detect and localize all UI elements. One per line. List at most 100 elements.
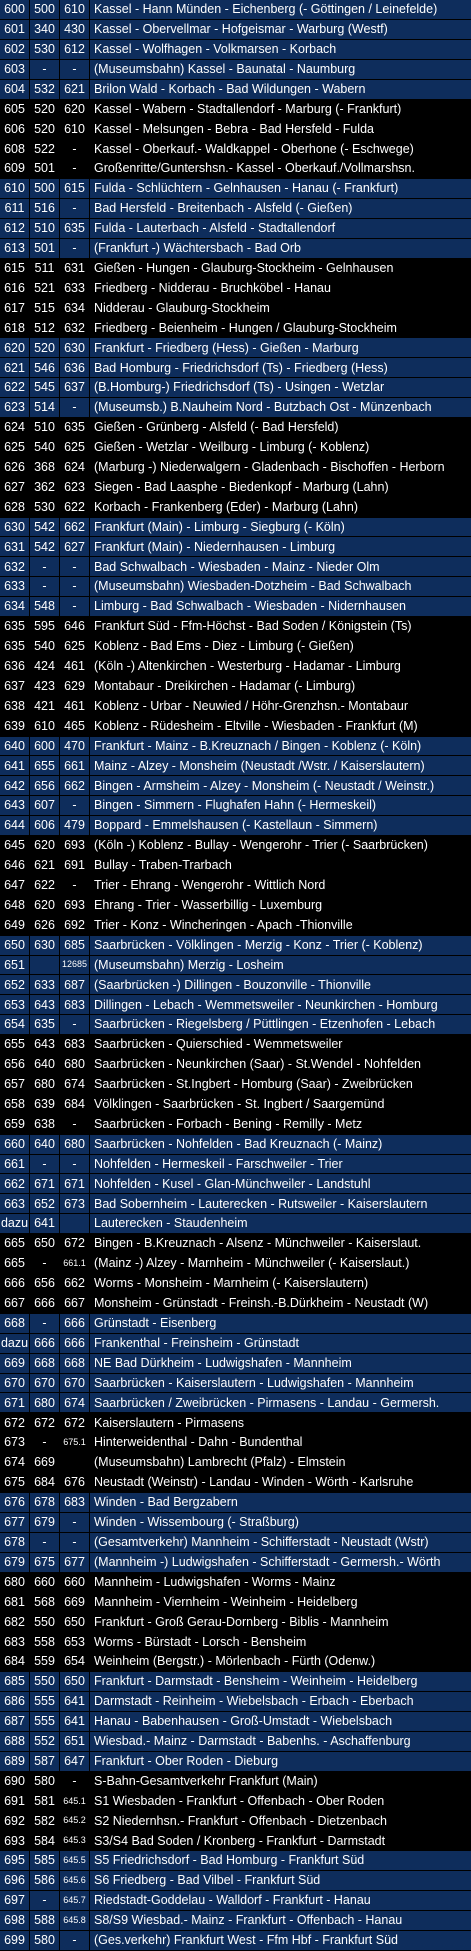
older-number-cell: 647 [60,1751,90,1771]
old-number-cell: 584 [30,1831,60,1851]
route-cell: Kaiserslautern - Pirmasens [94,1415,245,1430]
route-cell: Fulda - Lauterbach - Alsfeld - Stadtalle… [94,221,336,236]
old-number-cell: 652 [30,1194,60,1214]
old-number-cell: - [30,1313,60,1333]
old-number-cell: 650 [30,1234,60,1254]
table-number-cell: 648 [0,895,30,915]
table-number-cell: 643 [0,796,30,816]
route-cell: Saarbrücken - St.Ingbert - Homburg (Saar… [94,1077,413,1092]
table-row: 683 558 653 Worms - Bürstadt - Lorsch - Ben… [0,1632,471,1653]
old-number-cell: 511 [30,258,60,278]
table-row: 673-675.1 Hinterweidenthal - Dahn - Bunde… [0,1433,471,1454]
route-cell: Lauterecken - Staudenheim [94,1216,248,1231]
old-number-cell: 362 [30,477,60,497]
route-cell: (Mannheim -) Ludwigshafen - Schifferstad… [94,1554,441,1569]
route-cell: S1 Wiesbaden - Frankfurt - Offenbach - O… [94,1793,385,1808]
old-number-cell: - [30,1254,60,1273]
older-number-cell: 645.5 [60,1851,90,1871]
older-number-cell: - [60,398,90,418]
table-number-cell: 665 [0,1234,30,1254]
table-number-cell: 668 [0,1313,30,1333]
route-cell: Saarbrücken - Forbach - Bening - Remilly… [94,1116,363,1131]
table-number-cell: 635 [0,637,30,656]
route-cell: Saarbrücken - Kaiserslautern - Ludwigsha… [94,1375,414,1390]
old-number-cell: 530 [30,39,60,59]
old-number-cell: 633 [30,975,60,995]
route-cell: (Ges.verkehr) Frankfurt West - Ffm Hbf -… [94,1933,398,1948]
table-row: 690 580- S-Bahn-Gesamtverkehr Frankfurt (M… [0,1771,471,1792]
table-row: 667 666 667 Monsheim - Grünstadt - Freinsh.… [0,1293,471,1314]
old-number-cell: 656 [30,776,60,796]
table-number-cell: 682 [0,1612,30,1632]
old-number-cell: 607 [30,796,60,816]
table-row: 604 532 621 Brilon Wald - Korbach - Bad Wil… [0,79,471,100]
older-number-cell: 654 [60,1652,90,1672]
route-cell: Frankenthal - Freinsheim - Grünstadt [94,1335,299,1350]
table-row: 656 640 680 Saarbrücken - Neunkirchen (Saar… [0,1055,471,1075]
old-number-cell: 581 [30,1791,60,1811]
route-cell: Brilon Wald - Korbach - Bad Wildungen - … [94,81,366,96]
old-number-cell: - [30,1433,60,1453]
table-row: 654 635- Saarbrücken - Riegelsberg / Püttl… [0,1015,471,1036]
table-number-cell: 672 [0,1413,30,1433]
table-number-cell: 692 [0,1811,30,1831]
table-number-cell: 652 [0,975,30,995]
older-number-cell: 634 [60,298,90,318]
route-cell: Frankfurt (Main) - Limburg - Siegburg (-… [94,519,345,534]
table-row: dazu 666 666 Frankenthal - Freinsheim - Grü… [0,1333,471,1354]
table-number-cell: 628 [0,497,30,517]
route-cell: (Museumsbahn) Kassel - Baunatal - Naumbu… [94,61,356,76]
table-row: 678- - (Gesamtverkehr) Mannheim - Schiffer… [0,1532,471,1553]
table-row: 602 530 612 Kassel - Wolfhagen - Volkmarsen… [0,39,471,60]
old-number-cell: 542 [30,537,60,557]
table-number-cell: 631 [0,537,30,557]
route-cell: Worms - Bürstadt - Lorsch - Bensheim [94,1634,307,1649]
table-number-cell: 684 [0,1652,30,1672]
route-cell: (Museumsbahn) Merzig - Losheim [94,957,284,972]
table-number-cell: 632 [0,557,30,577]
older-number-cell: 660 [60,1572,90,1592]
table-number-cell: 601 [0,19,30,39]
table-number-cell: 656 [0,1055,30,1074]
table-row: 651 12685 (Museumsbahn) Merzig - Losheim [0,955,471,976]
table-number-cell: 655 [0,1035,30,1055]
route-cell: Neustadt (Weinstr) - Landau - Winden - W… [94,1475,414,1490]
route-cell: Kassel - Obervellmar - Hofgeismar - Warb… [94,22,388,37]
route-cell: (Museumsb.) B.Nauheim Nord - Butzbach Os… [94,400,432,415]
old-number-cell: 680 [30,1393,60,1413]
route-cell: (Museumsbahn) Wiesbaden-Dotzheim - Bad S… [94,579,412,594]
older-number-cell: - [60,577,90,597]
table-row: 653 643 683 Dillingen - Lebach - Wemmetswei… [0,995,471,1016]
route-cell: Großenritte/Guntershsn.- Kassel - Oberka… [94,161,415,176]
older-number-cell: - [60,1930,90,1950]
old-number-cell: 515 [30,298,60,318]
route-cell: (Museumsbahn) Lambrecht (Pfalz) - Elmste… [94,1455,346,1470]
old-number-cell: 635 [30,1015,60,1035]
table-number-cell: 695 [0,1851,30,1871]
old-number-cell: 580 [30,1930,60,1950]
older-number-cell: 637 [60,378,90,398]
older-number-cell: 641 [60,1692,90,1711]
route-cell: (Saarbrücken -) Dillingen - Bouzonville … [94,977,371,992]
old-number-cell: 582 [30,1811,60,1831]
table-row: 677 679- Winden - Wissembourg (- Straßburg… [0,1512,471,1533]
older-number-cell: 651 [60,1731,90,1751]
old-number-cell: 552 [30,1731,60,1751]
table-row: 687 555 641 Hanau - Babenhausen - Groß-Umst… [0,1711,471,1732]
old-number-cell: 606 [30,816,60,836]
table-row: 646 621 691 Bullay - Traben-Trarbach [0,855,471,876]
route-cell: Kassel - Wolfhagen - Volkmarsen - Korbac… [94,42,337,57]
table-number-cell: 667 [0,1293,30,1313]
route-cell: Darmstadt - Reinheim - Wiebelsbach - Erb… [94,1694,414,1709]
older-number-cell: 624 [60,457,90,477]
route-cell: Mannheim - Viernheim - Weinheim - Heidel… [94,1594,358,1609]
table-row: 657 680 674 Saarbrücken - St.Ingbert - Homb… [0,1074,471,1095]
route-cell: Nidderau - Glauburg-Stockheim [94,300,270,315]
table-number-cell: 678 [0,1532,30,1552]
older-number-cell: 669 [60,1592,90,1612]
table-number-cell: 630 [0,517,30,537]
table-row: 626 368 624 (Marburg -) Niederwalgern - Gla… [0,457,471,478]
table-row: 693 584 645.3 S3/S4 Bad Soden / Kronberg - … [0,1831,471,1852]
table-number-cell: 661 [0,1154,30,1174]
table-row: 696 586 645.6 S6 Friedberg - Bad Vilbel - F… [0,1871,471,1892]
